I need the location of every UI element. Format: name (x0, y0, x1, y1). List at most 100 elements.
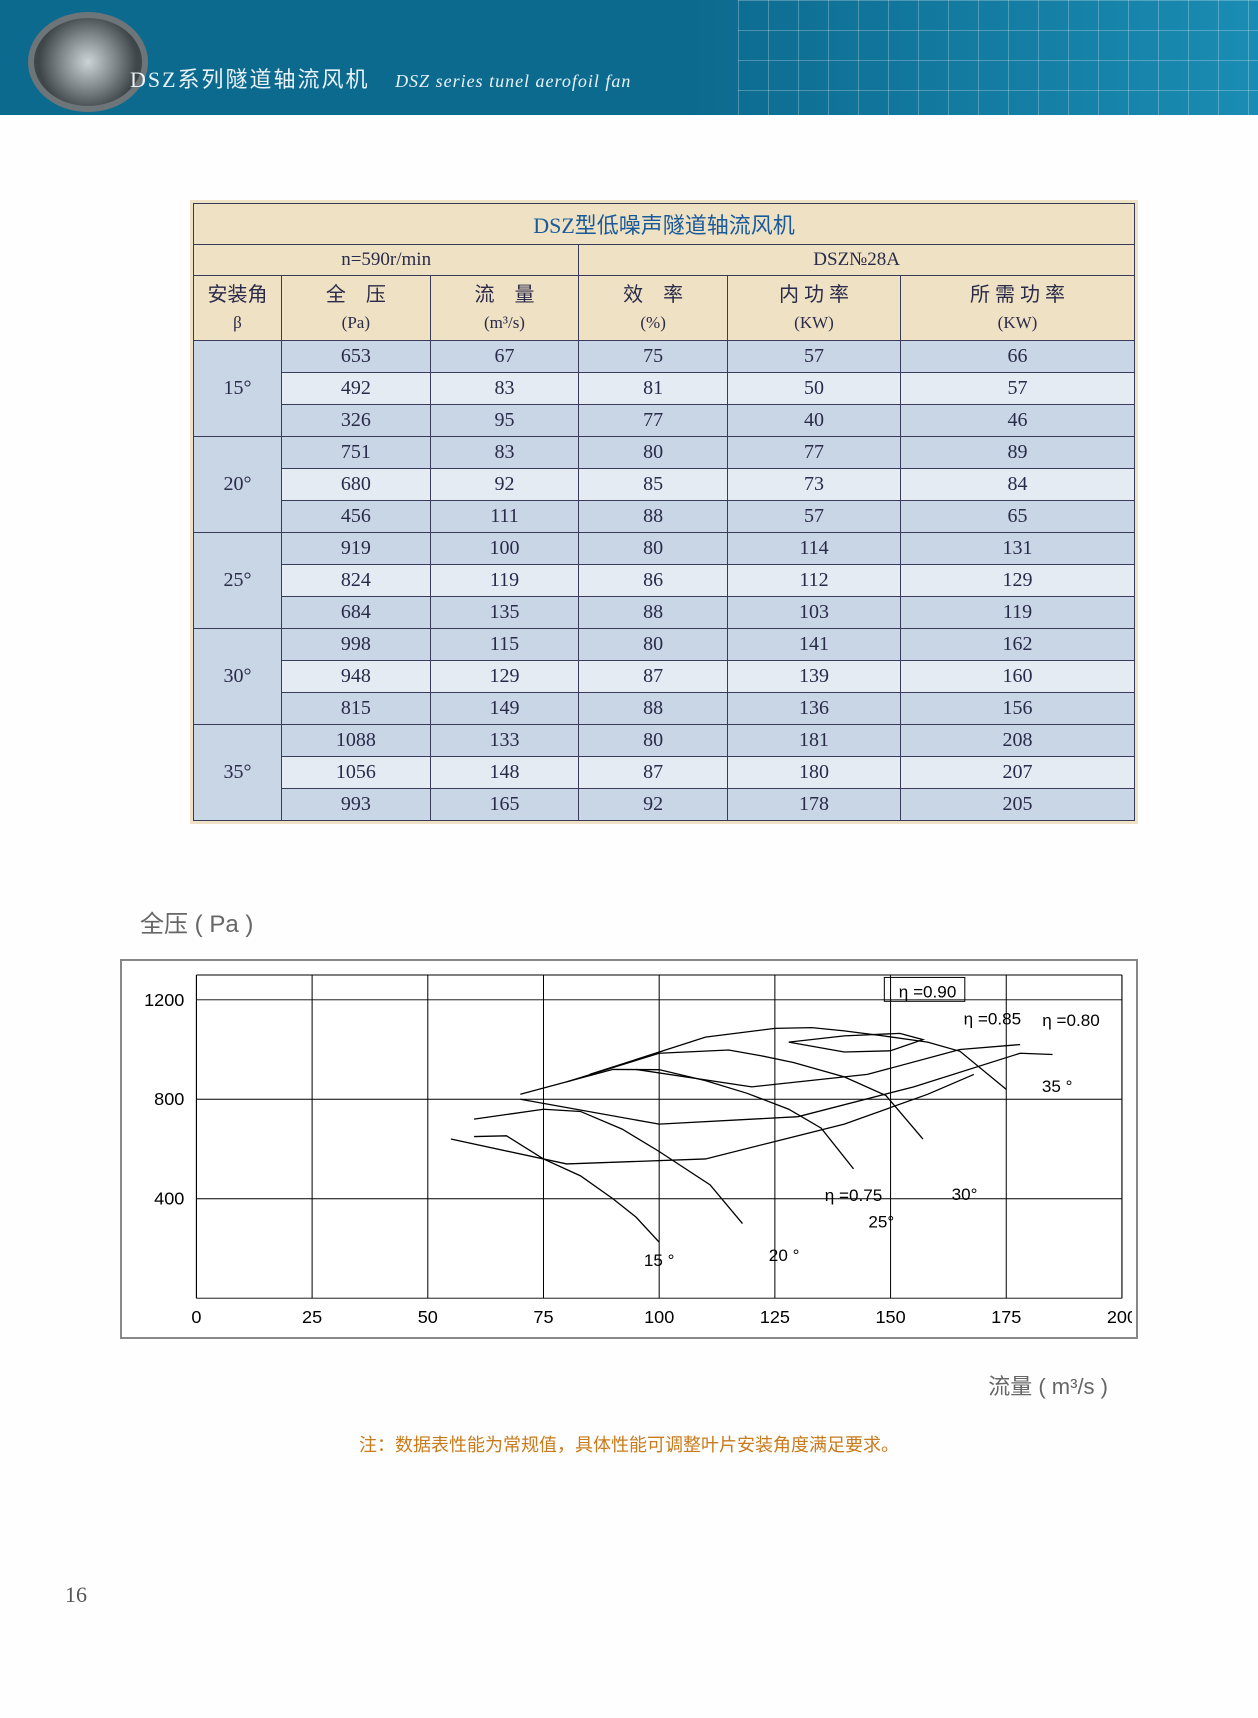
svg-text:50: 50 (418, 1307, 438, 1327)
table-sub-right: DSZ№28A (579, 245, 1135, 276)
data-cell: 83 (430, 372, 579, 404)
table-row: 15°65367755766 (194, 340, 1135, 372)
data-cell: 80 (579, 532, 728, 564)
data-cell: 492 (282, 372, 431, 404)
table-row: 456111885765 (194, 500, 1135, 532)
data-cell: 89 (901, 436, 1135, 468)
data-cell: 824 (282, 564, 431, 596)
data-cell: 141 (727, 628, 900, 660)
data-cell: 100 (430, 532, 579, 564)
table-sub-left: n=590r/min (194, 245, 579, 276)
chart-y-title: 全压 ( Pa ) (140, 904, 1138, 939)
data-cell: 40 (727, 404, 900, 436)
data-cell: 326 (282, 404, 431, 436)
table-row: 32695774046 (194, 404, 1135, 436)
svg-text:15 °: 15 ° (644, 1250, 675, 1269)
svg-text:η =0.75: η =0.75 (825, 1186, 883, 1205)
angle-cell: 20° (194, 436, 282, 532)
svg-text:η =0.80: η =0.80 (1042, 1011, 1100, 1030)
table-row: 81514988136156 (194, 692, 1135, 724)
data-cell: 165 (430, 788, 579, 820)
data-cell: 162 (901, 628, 1135, 660)
data-cell: 84 (901, 468, 1135, 500)
data-cell: 57 (727, 340, 900, 372)
data-cell: 751 (282, 436, 431, 468)
table-row: 25°91910080114131 (194, 532, 1135, 564)
data-cell: 207 (901, 756, 1135, 788)
table-row: 99316592178205 (194, 788, 1135, 820)
data-cell: 131 (901, 532, 1135, 564)
table-row: 105614887180207 (194, 756, 1135, 788)
data-cell: 80 (579, 724, 728, 756)
table-row: 35°108813380181208 (194, 724, 1135, 756)
data-cell: 46 (901, 404, 1135, 436)
header-title: DSZ系列隧道轴流风机 DSZ series tunel aerofoil fa… (130, 62, 631, 94)
svg-text:30°: 30° (952, 1185, 978, 1204)
header-title-cn: DSZ系列隧道轴流风机 (130, 67, 370, 92)
svg-text:35 °: 35 ° (1042, 1076, 1073, 1095)
svg-text:200: 200 (1107, 1307, 1132, 1327)
data-cell: 684 (282, 596, 431, 628)
data-cell: 181 (727, 724, 900, 756)
data-cell: 67 (430, 340, 579, 372)
data-cell: 1088 (282, 724, 431, 756)
data-cell: 208 (901, 724, 1135, 756)
data-cell: 92 (579, 788, 728, 820)
data-cell: 86 (579, 564, 728, 596)
table-title: DSZ型低噪声隧道轴流风机 (194, 204, 1135, 245)
data-cell: 653 (282, 340, 431, 372)
data-cell: 205 (901, 788, 1135, 820)
page-number: 16 (65, 1582, 87, 1608)
data-cell: 75 (579, 340, 728, 372)
page-content: DSZ型低噪声隧道轴流风机 n=590r/min DSZ№28A 安装角β全 压… (120, 200, 1138, 1457)
table-row: 20°75183807789 (194, 436, 1135, 468)
table-row: 68413588103119 (194, 596, 1135, 628)
data-cell: 919 (282, 532, 431, 564)
table-row: 49283815057 (194, 372, 1135, 404)
chart: 4008001200025507510012515017520015 °20 °… (120, 959, 1138, 1339)
data-cell: 87 (579, 756, 728, 788)
svg-text:25: 25 (302, 1307, 322, 1327)
data-cell: 88 (579, 500, 728, 532)
data-cell: 133 (430, 724, 579, 756)
data-cell: 80 (579, 436, 728, 468)
chart-x-title: 流量 ( m³/s ) (120, 1369, 1108, 1401)
data-cell: 87 (579, 660, 728, 692)
data-cell: 456 (282, 500, 431, 532)
svg-text:η =0.90: η =0.90 (899, 982, 957, 1001)
footnote: 注：数据表性能为常规值，具体性能可调整叶片安装角度满足要求。 (120, 1431, 1138, 1457)
svg-text:75: 75 (533, 1307, 553, 1327)
data-cell: 129 (430, 660, 579, 692)
spec-table-wrap: DSZ型低噪声隧道轴流风机 n=590r/min DSZ№28A 安装角β全 压… (190, 200, 1138, 824)
data-cell: 80 (579, 628, 728, 660)
data-cell: 114 (727, 532, 900, 564)
data-cell: 136 (727, 692, 900, 724)
data-cell: 160 (901, 660, 1135, 692)
data-cell: 92 (430, 468, 579, 500)
chart-svg: 4008001200025507510012515017520015 °20 °… (126, 965, 1132, 1333)
column-header: 效 率(%) (579, 276, 728, 341)
svg-text:η =0.85: η =0.85 (964, 1009, 1022, 1028)
table-row: 30°99811580141162 (194, 628, 1135, 660)
svg-text:0: 0 (191, 1307, 201, 1327)
data-cell: 85 (579, 468, 728, 500)
data-cell: 680 (282, 468, 431, 500)
data-cell: 73 (727, 468, 900, 500)
table-row: 82411986112129 (194, 564, 1135, 596)
angle-cell: 35° (194, 724, 282, 820)
column-header: 所 需 功 率(KW) (901, 276, 1135, 341)
data-cell: 112 (727, 564, 900, 596)
table-row: 68092857384 (194, 468, 1135, 500)
angle-cell: 15° (194, 340, 282, 436)
data-cell: 1056 (282, 756, 431, 788)
data-cell: 88 (579, 692, 728, 724)
data-cell: 178 (727, 788, 900, 820)
svg-text:25°: 25° (868, 1212, 894, 1231)
svg-text:150: 150 (875, 1307, 905, 1327)
svg-text:1200: 1200 (144, 989, 184, 1009)
column-header: 安装角β (194, 276, 282, 341)
data-cell: 50 (727, 372, 900, 404)
data-cell: 57 (901, 372, 1135, 404)
data-cell: 115 (430, 628, 579, 660)
data-cell: 149 (430, 692, 579, 724)
